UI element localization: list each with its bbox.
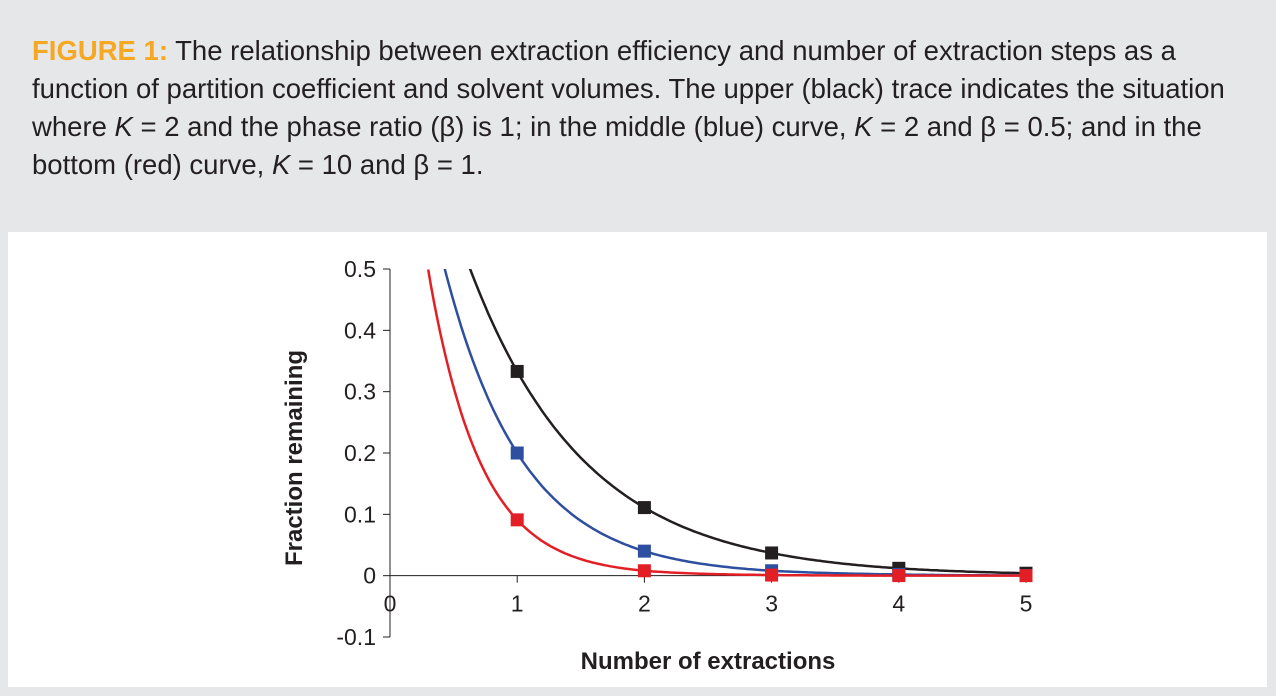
y-tick-label: 0.3 [344,379,376,405]
caption-k-symbol-3: K [271,149,291,180]
y-tick-label: 0.4 [344,317,376,343]
x-tick-label: 1 [511,591,524,617]
series-3-point [510,513,524,527]
figure-label: FIGURE 1: [32,35,168,66]
y-tick-label: 0.5 [344,256,376,282]
y-axis-title: Fraction remaining [281,350,308,566]
caption-text-3: = 2 and β = 0.5; and in the bottom (red)… [32,111,1202,180]
figure-caption: FIGURE 1: The relationship between extra… [32,32,1232,184]
y-tick-label: 0.2 [344,440,376,466]
series-3-point [1019,569,1033,583]
series-curve-1 [468,269,1027,575]
series-3-point [765,568,779,582]
x-tick-label: 0 [384,591,397,617]
x-tick-label: 5 [1020,591,1033,617]
extraction-chart: 0.5 0.4 0.3 0.2 0.1 0 -0.1 0 1 2 3 4 5 Number of extr… [281,256,1033,675]
y-tick-label: 0 [363,563,376,589]
y-tick-label: -0.1 [336,624,376,650]
x-axis-title: Number of extractions [581,648,836,675]
series-3-point [892,569,906,583]
series-3-point [637,564,651,578]
caption-k-symbol-1: K [114,111,133,142]
caption-k-symbol-2: K [854,111,873,142]
series-1-point [510,364,524,378]
y-tick-label: 0.1 [344,501,376,527]
caption-text-1: The relationship between extraction effi… [32,35,1225,142]
series-curve-3 [426,269,1026,577]
x-tick-label: 2 [638,591,651,617]
series-2-point [637,544,651,558]
caption-text-2: = 2 and the phase ratio (β) is 1; in the… [132,111,855,142]
caption-box: FIGURE 1: The relationship between extra… [0,0,1276,228]
x-tick-label: 3 [765,591,778,617]
x-tick-label: 4 [892,591,905,617]
series-1-point [765,546,779,560]
chart-panel: 0.5 0.4 0.3 0.2 0.1 0 -0.1 0 1 2 3 4 5 Number of extr… [8,232,1267,687]
series-2-point [510,446,524,460]
caption-text-4: = 10 and β = 1. [290,149,484,180]
series-1-point [637,501,651,515]
